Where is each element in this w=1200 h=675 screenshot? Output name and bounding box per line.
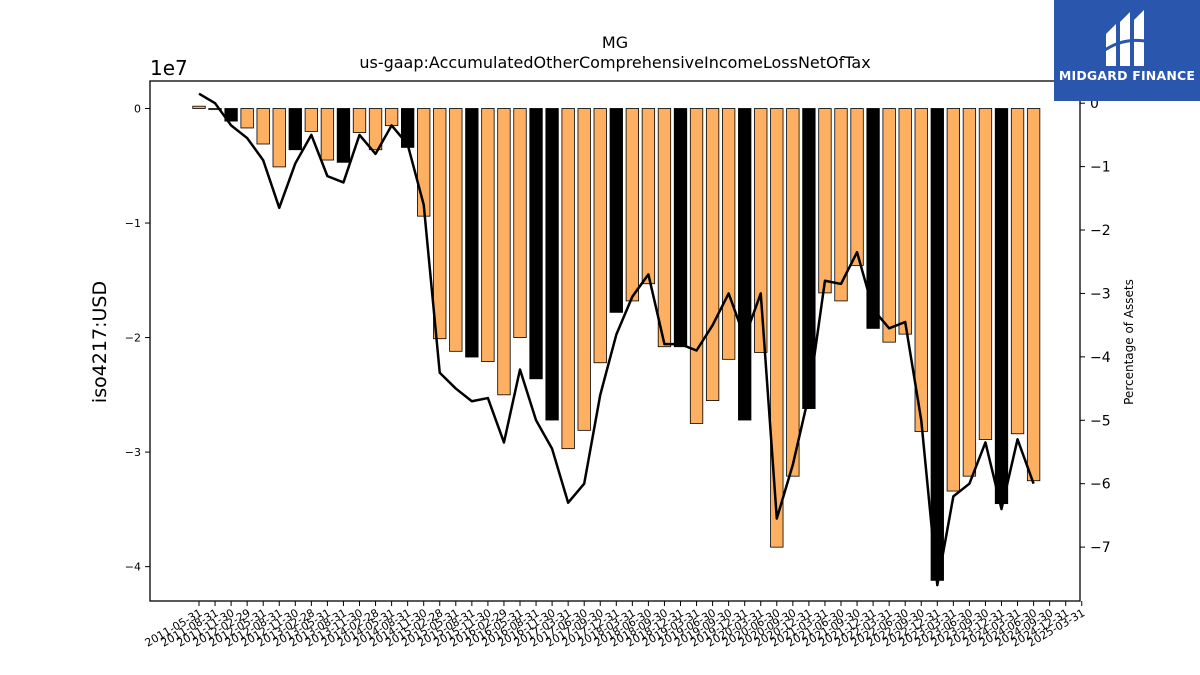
bar	[1010, 108, 1025, 435]
bar	[802, 108, 816, 409]
y-right-tick-label: −6	[1090, 477, 1111, 493]
bar	[497, 108, 511, 396]
logo-text: MIDGARD FINANCE	[1058, 68, 1196, 83]
bar	[256, 108, 270, 145]
y-right-tick-label: −7	[1090, 540, 1111, 556]
bar	[914, 108, 928, 432]
bar	[368, 108, 383, 151]
bar	[352, 108, 367, 133]
bar	[481, 108, 495, 363]
y-right-tick-label: −2	[1090, 223, 1111, 239]
bar	[641, 108, 656, 285]
y-right-tick-label: −3	[1090, 286, 1111, 302]
bar	[882, 108, 896, 343]
bar	[288, 108, 302, 151]
bar	[946, 108, 960, 492]
y-tick-label: −4	[125, 561, 141, 574]
bar	[754, 108, 768, 353]
bar	[722, 108, 736, 360]
chart-title: MG	[602, 33, 628, 52]
bar	[192, 105, 206, 109]
bar	[770, 108, 784, 548]
bar	[818, 108, 832, 294]
bar	[208, 108, 222, 111]
bar	[866, 108, 880, 329]
bar	[400, 108, 415, 148]
y-tick-label: −1	[125, 217, 141, 230]
bar	[609, 108, 623, 313]
bar	[336, 108, 351, 163]
bar	[850, 108, 864, 266]
midgard-logo-icon	[1101, 10, 1151, 66]
bar	[561, 108, 575, 450]
bar	[529, 108, 543, 380]
bar	[625, 108, 639, 302]
y-tick-label: 0	[134, 102, 141, 115]
bar	[834, 108, 848, 302]
bar	[320, 108, 335, 161]
y-right-tick-label: 0	[1090, 96, 1099, 112]
bar	[898, 108, 912, 335]
bar	[513, 108, 527, 338]
bar	[705, 108, 720, 401]
bar	[593, 108, 607, 364]
bar	[272, 108, 286, 168]
bar	[1026, 108, 1041, 482]
bar	[304, 108, 319, 132]
percentage-line	[198, 92, 1035, 587]
y-tick-label: −2	[125, 332, 141, 345]
bar	[577, 108, 591, 431]
y-axis-right-label: Percentage of Assets	[1122, 279, 1136, 405]
bar	[978, 108, 993, 440]
y-tick-label: −3	[125, 446, 141, 459]
bar	[433, 108, 447, 340]
bar	[545, 108, 559, 421]
bar	[449, 108, 463, 352]
bar	[930, 108, 944, 581]
y-axis-label: iso4217:USD	[89, 281, 111, 403]
chart-subtitle: us-gaap:AccumulatedOtherComprehensiveInc…	[359, 53, 870, 72]
bar	[384, 108, 399, 127]
bar	[657, 108, 672, 348]
y-right-tick-label: −1	[1090, 160, 1111, 176]
bar	[994, 108, 1009, 505]
midgard-finance-logo: MIDGARD FINANCE	[1054, 0, 1200, 101]
bar	[962, 108, 977, 477]
bar	[689, 108, 704, 424]
y-right-tick-label: −4	[1090, 350, 1111, 366]
bar	[786, 108, 800, 477]
bar	[738, 108, 752, 421]
plot-frame	[149, 80, 1081, 602]
bar	[673, 108, 688, 348]
bar	[240, 108, 254, 129]
y-axis-scale-label: 1e7	[150, 56, 188, 80]
bar	[465, 108, 479, 358]
y-right-tick-label: −5	[1090, 413, 1111, 429]
